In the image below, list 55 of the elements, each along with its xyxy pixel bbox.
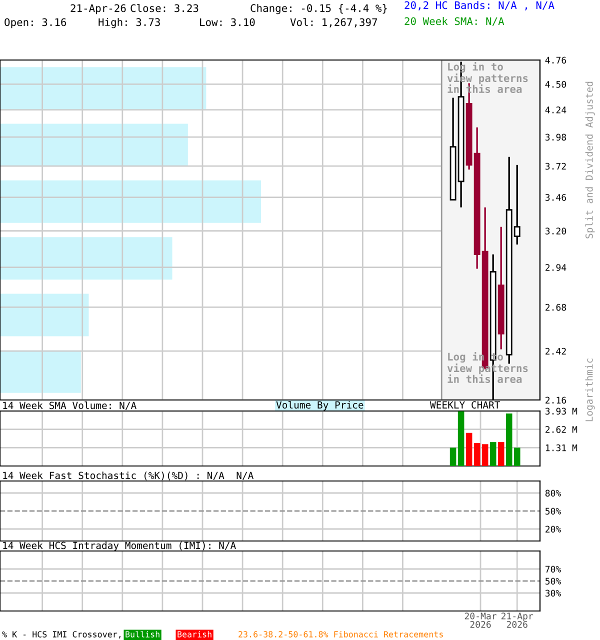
text: Low: 3.10 — [200, 18, 255, 26]
y-tick-label: 3.98 — [545, 134, 566, 141]
text: WEEKLY CHART — [430, 401, 500, 409]
y-tick-label: 30% — [545, 590, 562, 597]
text: High: 3.73 — [98, 18, 160, 28]
y-tick-label: 2.42 — [546, 348, 566, 355]
x-tick-label: 21-Apr 2026 — [501, 612, 534, 628]
text: 21-Apr-26 — [70, 4, 126, 14]
y-tick-label: 20% — [546, 526, 562, 533]
bar — [0, 350, 81, 393]
text: 20 Week SMA: N/A — [404, 17, 504, 26]
y-tick-label: 3.72 — [545, 162, 566, 170]
text: Logarithmic — [585, 358, 595, 422]
y-tick-label: 2.68 — [546, 304, 566, 311]
y-tick-label: 3.20 — [545, 228, 566, 234]
text: Volume By Price — [276, 401, 364, 410]
y-tick-label: 70% — [545, 566, 562, 573]
bar — [490, 442, 496, 466]
text: Close: 3.23 — [130, 4, 198, 12]
text: Change: -0.15 {-4.4 %} — [250, 4, 387, 14]
text: Bullish — [126, 630, 160, 638]
y-tick-label: 4.50 — [545, 80, 566, 88]
bar — [466, 432, 472, 466]
y-tick-label: 4.24 — [545, 106, 566, 114]
bar — [0, 294, 89, 336]
text: 23.6-38.2-50-61.8% Fibonacci Retracements — [238, 630, 443, 638]
bar — [458, 411, 464, 466]
y-tick-label: 2.16 — [546, 396, 566, 404]
chart-title: 14 Week HCS Intraday Momentum (IMI): N/A — [3, 542, 236, 551]
bar — [0, 67, 206, 110]
text: Bearish — [178, 630, 212, 638]
y-tick-label: 2.94 — [546, 264, 566, 271]
y-tick-label: 50% — [545, 508, 562, 515]
chart-title: 14 Week SMA Volume: N/A — [3, 402, 136, 410]
y-tick-label: 80% — [545, 490, 562, 497]
chart-title: 14 Week Fast Stochastic (%K)(%D) : N/A N/A — [3, 472, 254, 480]
y-tick-label: 2.62 M — [546, 426, 578, 433]
bar — [0, 124, 188, 166]
bar — [0, 180, 261, 223]
bar — [450, 448, 456, 466]
text: 20,2 HC Bands: N/A , N/A — [404, 1, 554, 10]
bar — [474, 443, 480, 466]
bar — [498, 442, 504, 466]
text: Vol: 1,267,397 — [290, 18, 378, 28]
bar — [482, 444, 488, 466]
y-tick-label: 3.93 M — [545, 408, 578, 415]
y-tick-label: 50% — [545, 578, 562, 585]
y-tick-label: 1.31 M — [546, 444, 578, 452]
x-tick-label: 20-Mar 2026 — [464, 612, 496, 628]
text: Open: 3.16 — [4, 18, 66, 28]
y-tick-label: 4.76 — [545, 56, 566, 64]
text: % K - HCS IMI Crossover, — [2, 631, 120, 638]
y-tick-label: 3.46 — [545, 194, 566, 201]
bar — [0, 237, 172, 280]
text: Split and Dividend Adjusted — [585, 82, 595, 238]
